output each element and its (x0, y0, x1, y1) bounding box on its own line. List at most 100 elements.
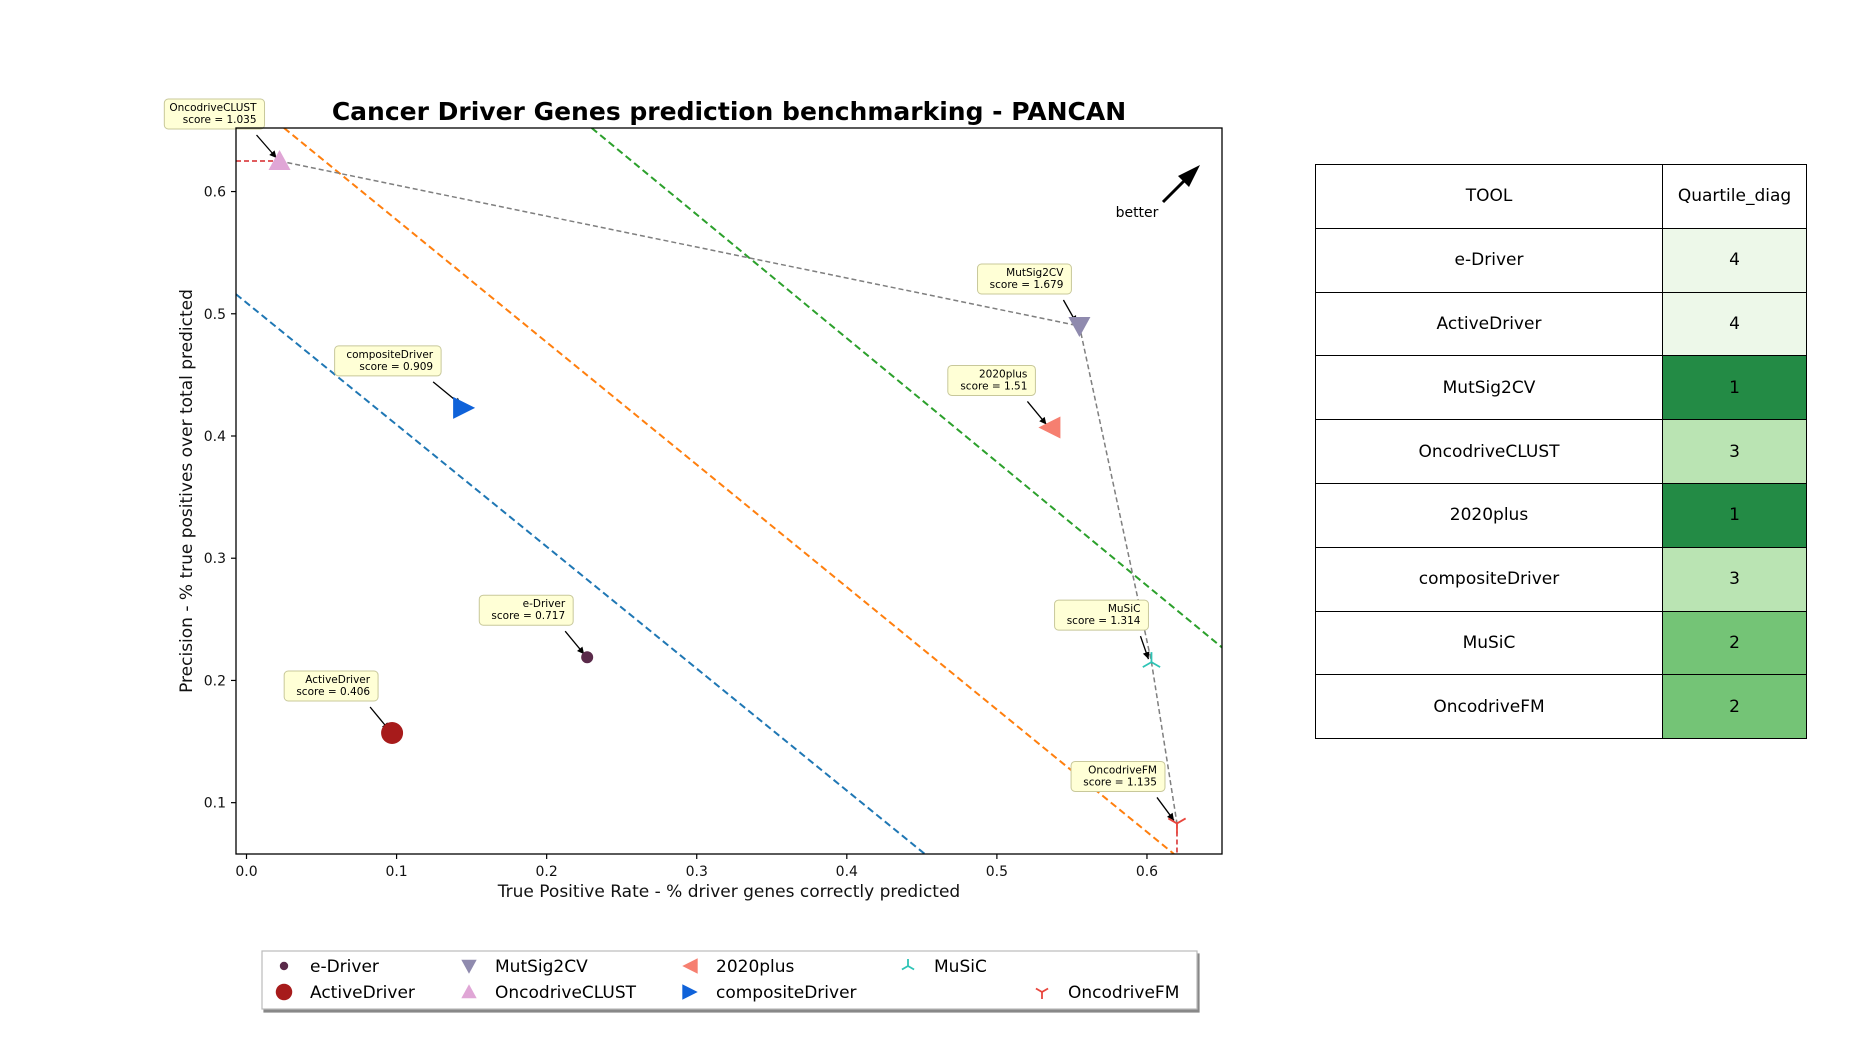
oncodrivefm-marker (1167, 817, 1187, 834)
plot-area (236, 128, 1222, 854)
compositedriver-annotation-name: compositeDriver (346, 349, 433, 361)
oncodrivefm-marker-arm (1176, 817, 1187, 825)
activedriver-annotation-box (283, 670, 379, 702)
legend-marker-mutsig2cv (461, 959, 477, 974)
y-tick-label: 0.1 (204, 796, 226, 812)
oncodrivefm-marker-arm (1167, 817, 1178, 825)
legend-marker-oncodrivefm-arm (1035, 987, 1043, 993)
activedriver-marker (381, 722, 404, 744)
table-cell-quartile: 2 (1662, 674, 1807, 740)
2020plus-annotation-name: 2020plus (979, 368, 1027, 380)
music-annotation-name: MuSiC (1108, 603, 1141, 615)
music-annotation-arrowhead (1142, 651, 1150, 660)
table-row: MuSiC 2 (1315, 610, 1807, 676)
quartile-table: TOOL Quartile_diag e-Driver 4 ActiveDriver… (1315, 164, 1807, 740)
table-cell-tool: e-Driver (1315, 227, 1663, 293)
oncodrivefm-annotation-box (1070, 760, 1166, 792)
legend-marker-2020plus-shape (682, 958, 698, 974)
table-cell-tool: MuSiC (1315, 610, 1663, 676)
x-tick-label: 0.1 (385, 864, 407, 880)
2020plus-marker (1038, 416, 1061, 439)
better-indicator: better (1116, 165, 1200, 221)
e-driver-annotation-name: e-Driver (523, 598, 566, 610)
legend-label-music: MuSiC (934, 957, 987, 977)
e-driver-annotation-arrowhead (577, 646, 585, 655)
table-row: OncodriveCLUST 3 (1315, 419, 1807, 484)
chart-title: Cancer Driver Genes prediction benchmark… (332, 97, 1126, 126)
legend-frame (261, 950, 1198, 1010)
legend-marker-oncodriveclust-shape (461, 984, 477, 999)
table-header-row: TOOL Quartile_diag (1315, 164, 1807, 229)
table-cell-tool: OncodriveFM (1315, 674, 1663, 740)
x-tick-label: 0.3 (686, 864, 708, 880)
legend-marker-oncodrivefm-arm (1041, 987, 1049, 993)
table-cell-quartile: 2 (1662, 610, 1807, 676)
activedriver-annotation-name: ActiveDriver (305, 674, 370, 686)
oncodrivefm-annotation-name: OncodriveFM (1088, 764, 1157, 776)
legend-marker-oncodriveclust (461, 984, 477, 999)
header-quartile: Quartile_diag (1662, 164, 1807, 229)
oncodriveclust-annotation-arrowhead (269, 150, 277, 158)
x-tick-label: 0.5 (986, 864, 1008, 880)
table-cell-quartile: 1 (1662, 355, 1807, 421)
x-tick-label: 0.0 (235, 864, 257, 880)
legend-marker-oncodrivefm (1035, 987, 1049, 999)
quartile-line-1 (236, 293, 926, 854)
legend-marker-compositedriver-shape (682, 984, 698, 1000)
compositedriver-marker (453, 396, 476, 419)
table-cell-tool: compositeDriver (1315, 546, 1663, 612)
mutsig2cv-marker (1068, 317, 1091, 337)
pareto-frontier-line (279, 160, 1178, 824)
legend-marker-e-driver-shape (279, 961, 289, 971)
table-row: 2020plus 1 (1315, 482, 1807, 548)
oncodriveclust-annotation-box (163, 98, 266, 130)
x-tick-label: 0.4 (836, 864, 858, 880)
oncodriveclust-marker (268, 150, 291, 170)
table-cell-quartile: 3 (1662, 546, 1807, 612)
x-axis-label: True Positive Rate - % driver genes corr… (497, 882, 960, 902)
activedriver-annotation-score: score = 0.406 (296, 686, 370, 698)
legend-marker-activedriver (275, 983, 293, 1001)
legend-marker-2020plus (682, 958, 698, 974)
legend-marker-music-arm (901, 965, 909, 971)
y-tick-label: 0.2 (204, 673, 226, 689)
quartile-line-2 (283, 128, 1175, 854)
legend-label-2020plus: 2020plus (716, 957, 795, 977)
e-driver-marker-shape (581, 651, 594, 664)
oncodrivefm-annotation-arrowhead (1167, 812, 1174, 821)
table-cell-tool: 2020plus (1315, 482, 1663, 548)
legend-marker-compositedriver (682, 984, 698, 1000)
mutsig2cv-annotation-score: score = 1.679 (990, 279, 1064, 291)
oncodriveclust-annotation-score: score = 1.035 (183, 114, 257, 126)
legend-label-compositedriver: compositeDriver (716, 983, 857, 1003)
table-row: OncodriveFM 2 (1315, 674, 1807, 740)
table-cell-tool: OncodriveCLUST (1315, 419, 1663, 484)
legend-marker-music (901, 959, 915, 971)
compositedriver-annotation-score: score = 0.909 (359, 361, 433, 373)
e-driver-marker (581, 651, 594, 664)
y-tick-label: 0.6 (204, 185, 226, 201)
y-axis-label: Precision - % true positives over total … (177, 289, 197, 693)
y-tick-label: 0.3 (204, 551, 226, 567)
x-tick-label: 0.6 (1136, 864, 1158, 880)
e-driver-annotation-box (478, 594, 574, 626)
2020plus-annotation-arrowhead (1039, 416, 1047, 425)
2020plus-annotation-box (947, 364, 1036, 396)
legend-label-activedriver: ActiveDriver (310, 983, 415, 1003)
legend-label-oncodriveclust: OncodriveCLUST (495, 983, 637, 1003)
music-marker (1142, 652, 1161, 668)
music-annotation-box (1054, 599, 1149, 631)
plot-frame (235, 127, 1223, 855)
oncodrivefm-annotation-score: score = 1.135 (1083, 776, 1157, 788)
legend-label-oncodrivefm: OncodriveFM (1068, 983, 1179, 1003)
table-cell-quartile: 4 (1662, 291, 1807, 357)
y-tick-label: 0.4 (204, 429, 226, 445)
table-row: compositeDriver 3 (1315, 546, 1807, 612)
table-row: MutSig2CV 1 (1315, 355, 1807, 421)
x-tick-label: 0.2 (536, 864, 558, 880)
music-marker-arm (1142, 661, 1152, 668)
mutsig2cv-marker-shape (1068, 317, 1091, 337)
header-tool: TOOL (1315, 164, 1663, 229)
legend-marker-music-arm (907, 965, 915, 971)
